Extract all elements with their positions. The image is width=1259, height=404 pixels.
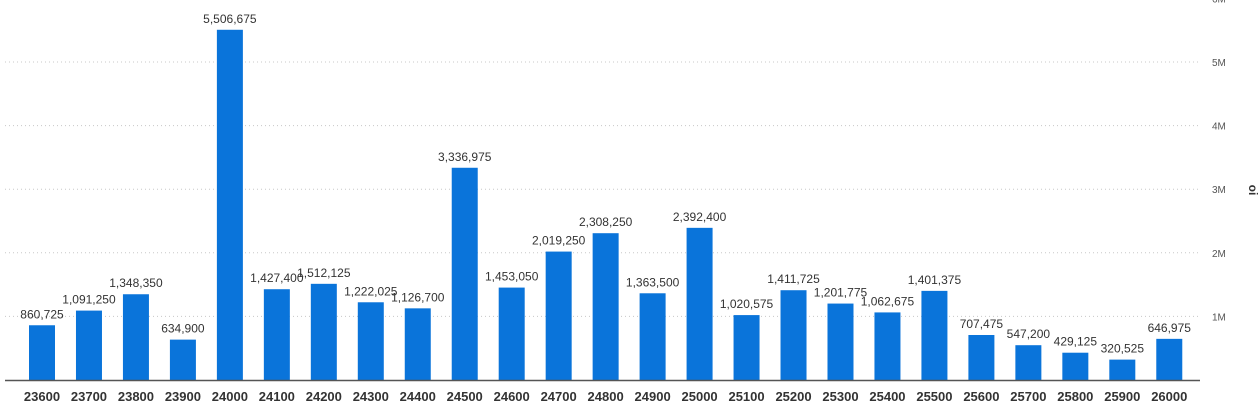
data-label: 1,091,250 [62, 293, 116, 307]
bar [1109, 359, 1136, 380]
x-tick-label: 26000 [1151, 389, 1187, 404]
x-tick-label: 24300 [353, 389, 389, 404]
x-tick-label: 23700 [71, 389, 107, 404]
bar [263, 289, 290, 380]
data-label: 1,126,700 [391, 290, 445, 304]
data-label: 547,200 [1007, 327, 1051, 341]
x-tick-label: 23800 [118, 389, 154, 404]
bar [498, 287, 525, 380]
x-tick-label: 23900 [165, 389, 201, 404]
y-tick-label: 4M [1212, 122, 1226, 133]
data-label: 2,392,400 [673, 210, 727, 224]
data-label: 320,525 [1101, 342, 1145, 356]
y-tick-label: 3M [1212, 185, 1226, 196]
x-tick-label: 24500 [447, 389, 483, 404]
bar [404, 308, 431, 380]
data-label: 1,201,775 [814, 286, 868, 300]
bar [874, 312, 901, 380]
x-tick-label: 24600 [494, 389, 530, 404]
data-label: 860,725 [20, 307, 64, 321]
bar [216, 29, 243, 380]
bar [968, 335, 995, 380]
y-tick-label: 6M [1212, 0, 1226, 5]
x-tick-label: 24000 [212, 389, 248, 404]
bar [1156, 338, 1183, 380]
data-label: 2,308,250 [579, 215, 633, 229]
bar [639, 293, 666, 380]
bar [1062, 352, 1089, 380]
bar [122, 294, 149, 380]
legend-box [564, 0, 732, 26]
data-label: 2,019,250 [532, 234, 586, 248]
data-label: 707,475 [960, 317, 1004, 331]
bar [827, 303, 854, 380]
x-tick-label: 25200 [775, 389, 811, 404]
data-label: 429,125 [1054, 335, 1098, 349]
data-label: 646,975 [1148, 321, 1192, 335]
x-tick-label: 24700 [541, 389, 577, 404]
bar [357, 302, 384, 380]
x-tick-label: 25500 [916, 389, 952, 404]
bar [686, 227, 713, 380]
y-tick-label: 2M [1212, 249, 1226, 260]
data-label: 3,336,975 [438, 150, 492, 164]
bar [592, 233, 619, 380]
x-tick-label: 25300 [822, 389, 858, 404]
x-tick-label: 25700 [1010, 389, 1046, 404]
data-label: 1,062,675 [861, 294, 915, 308]
x-tick-label: 24400 [400, 389, 436, 404]
data-label: 1,020,575 [720, 297, 774, 311]
bar [29, 325, 55, 380]
y-tick-label: 1M [1212, 312, 1226, 323]
x-tick-label: 25400 [869, 389, 905, 404]
data-label: 1,411,725 [767, 272, 820, 286]
data-label: 1,363,500 [626, 275, 680, 289]
data-label: 1,401,375 [908, 273, 962, 287]
x-tick-label: 25000 [682, 389, 718, 404]
bar [310, 283, 337, 380]
data-label: 1,348,350 [109, 276, 163, 290]
data-label: 5,506,675 [203, 12, 257, 26]
x-tick-label: 25600 [963, 389, 999, 404]
x-tick-label: 24100 [259, 389, 295, 404]
y-axis-title: oi [1246, 185, 1259, 196]
x-tick-label: 25900 [1104, 389, 1140, 404]
data-label: 1,453,050 [485, 270, 539, 284]
bar [545, 251, 572, 380]
x-tick-label: 25100 [728, 389, 764, 404]
y-tick-label: 5M [1212, 58, 1226, 69]
data-label: 1,512,125 [297, 266, 351, 280]
bar [733, 315, 760, 380]
x-tick-label: 25800 [1057, 389, 1093, 404]
data-label: 634,900 [161, 322, 205, 336]
x-tick-label: 24200 [306, 389, 342, 404]
bar [921, 290, 948, 380]
data-label: 1,427,400 [250, 271, 304, 285]
x-tick-label: 24800 [588, 389, 624, 404]
x-tick-label: 24900 [635, 389, 671, 404]
data-label: 1,222,025 [344, 284, 398, 298]
bar [451, 167, 478, 380]
bar [75, 310, 102, 380]
bar [780, 290, 807, 380]
bar [169, 339, 196, 380]
bar [1015, 345, 1042, 380]
x-tick-label: 23600 [24, 389, 60, 404]
